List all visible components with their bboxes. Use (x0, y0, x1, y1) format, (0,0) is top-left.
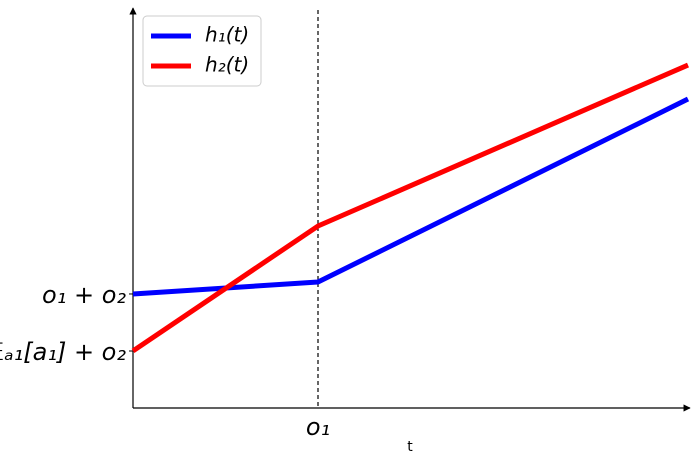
series-line (132, 96, 690, 297)
legend-label: h₁(t) (205, 23, 249, 47)
y-tick-label: 𝔼ₐ₁[a₁] + o₂ (0, 338, 126, 366)
series-line (131, 62, 689, 354)
y-tick-label: o₁ + o₂ (42, 281, 126, 309)
x-axis-label: t (407, 439, 413, 455)
x-tick-label: o₁ (306, 413, 330, 441)
legend-label: h₂(t) (205, 53, 249, 77)
